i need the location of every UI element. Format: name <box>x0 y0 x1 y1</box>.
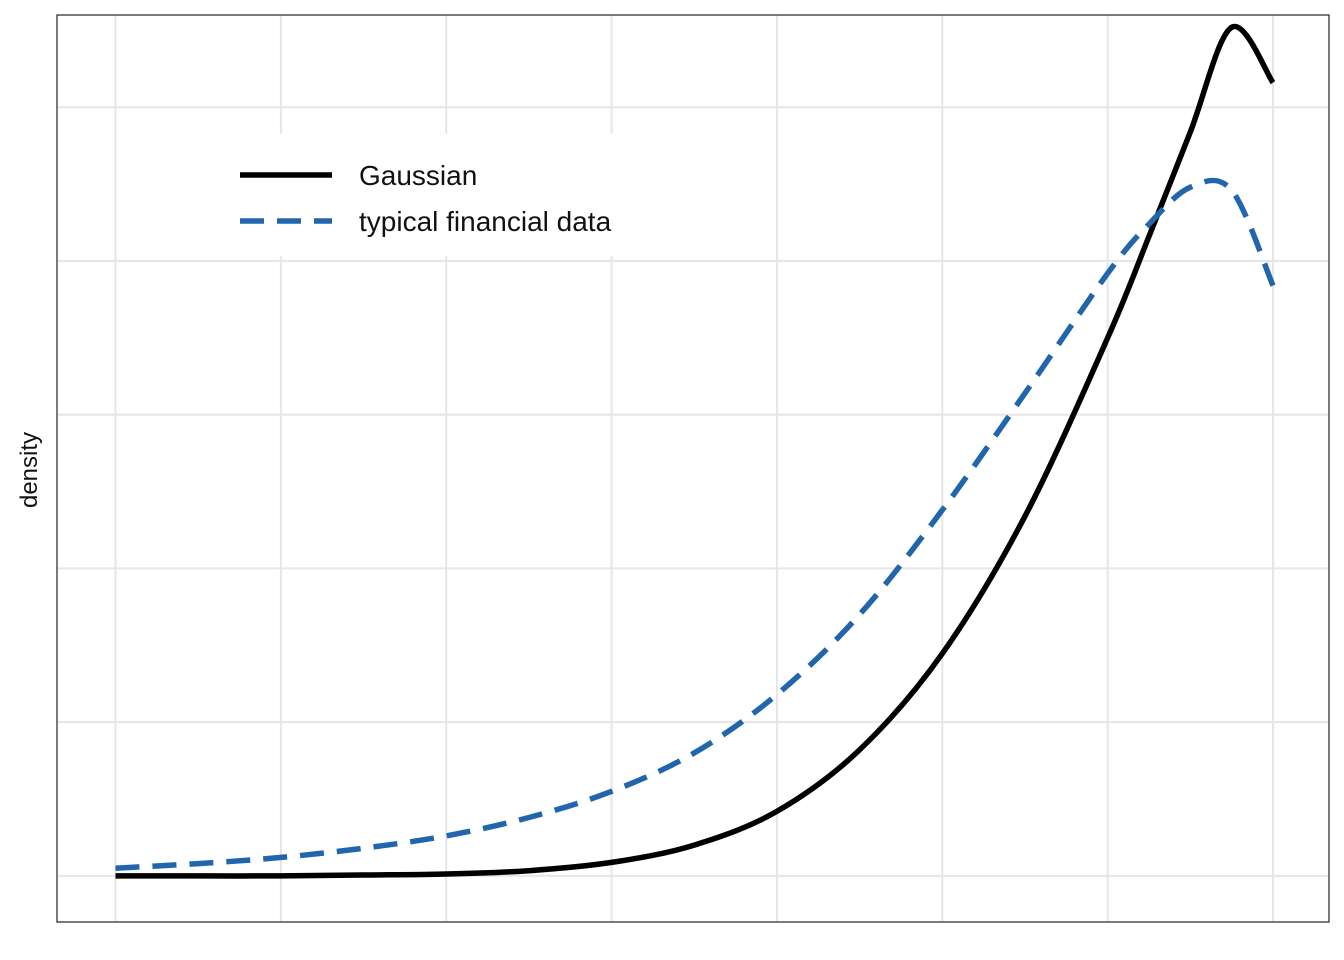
y-axis-label: density <box>16 432 43 508</box>
legend-label-gaussian: Gaussian <box>359 160 477 191</box>
legend: Gaussian typical financial data <box>215 134 662 256</box>
series-line-typical-financial-data <box>115 177 1276 871</box>
plot-border <box>56 14 1330 923</box>
series-lines <box>115 23 1276 879</box>
legend-background <box>215 134 662 256</box>
legend-label-typical-financial-data: typical financial data <box>359 206 612 237</box>
